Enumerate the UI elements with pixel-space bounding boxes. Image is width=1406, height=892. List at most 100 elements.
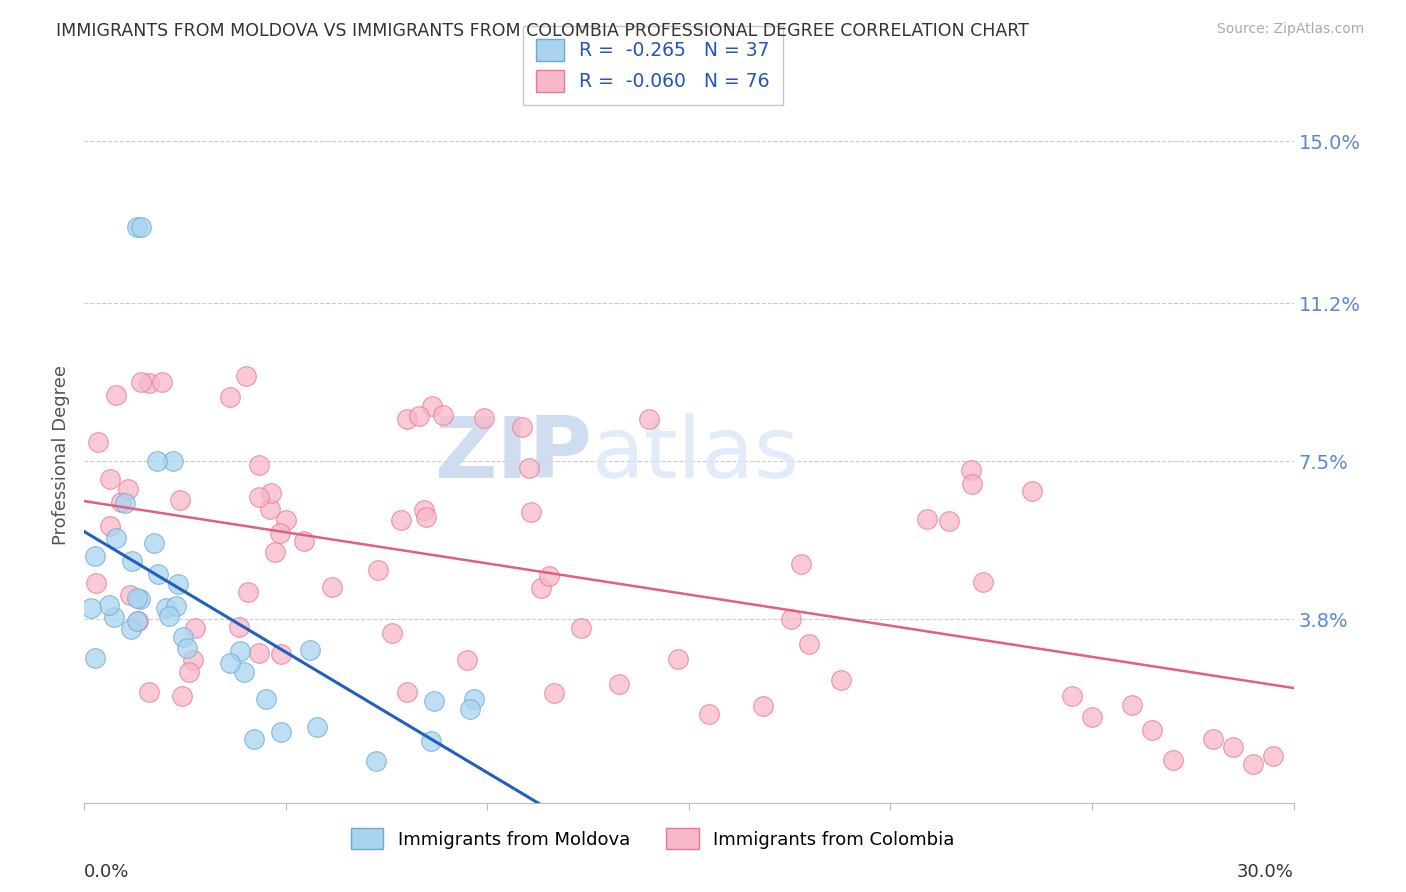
Point xyxy=(247,490,270,504)
Point xyxy=(129,219,152,234)
Point xyxy=(247,646,270,660)
Point xyxy=(1060,689,1083,703)
Text: Source: ZipAtlas.com: Source: ZipAtlas.com xyxy=(1216,22,1364,37)
Point xyxy=(569,621,592,635)
Y-axis label: Professional Degree: Professional Degree xyxy=(52,365,70,545)
Point xyxy=(420,734,443,748)
Point xyxy=(269,525,291,540)
Text: ZIP: ZIP xyxy=(434,413,592,497)
Point xyxy=(797,637,820,651)
Point xyxy=(98,598,121,612)
Point xyxy=(229,644,252,658)
Point xyxy=(242,731,264,746)
Point xyxy=(530,581,553,595)
Point xyxy=(181,652,204,666)
Point xyxy=(666,652,689,666)
Point xyxy=(129,592,152,607)
Point xyxy=(176,640,198,655)
Point xyxy=(100,472,122,486)
Point xyxy=(148,566,170,581)
Point xyxy=(1121,698,1143,712)
Point xyxy=(517,461,540,475)
Point xyxy=(127,614,149,628)
Point xyxy=(219,390,242,404)
Point xyxy=(98,518,121,533)
Point xyxy=(260,486,283,500)
Point xyxy=(972,575,994,590)
Point xyxy=(236,585,259,599)
Point xyxy=(1021,484,1043,499)
Point xyxy=(167,577,190,591)
Point xyxy=(172,630,194,644)
Text: atlas: atlas xyxy=(592,413,800,497)
Point xyxy=(1222,740,1244,755)
Text: 30.0%: 30.0% xyxy=(1237,863,1294,880)
Point xyxy=(637,411,659,425)
Point xyxy=(321,580,343,594)
Point xyxy=(395,411,418,425)
Point xyxy=(519,505,541,519)
Point xyxy=(165,599,187,613)
Point xyxy=(543,686,565,700)
Point xyxy=(367,563,389,577)
Point xyxy=(779,612,801,626)
Point xyxy=(789,557,811,571)
Point xyxy=(938,514,960,528)
Point xyxy=(86,435,108,450)
Point xyxy=(264,545,287,559)
Point xyxy=(125,614,148,628)
Point xyxy=(177,665,200,679)
Point xyxy=(162,454,184,468)
Point xyxy=(458,702,481,716)
Point xyxy=(183,621,205,635)
Point xyxy=(228,620,250,634)
Point xyxy=(270,648,292,662)
Text: IMMIGRANTS FROM MOLDOVA VS IMMIGRANTS FROM COLOMBIA PROFESSIONAL DEGREE CORRELAT: IMMIGRANTS FROM MOLDOVA VS IMMIGRANTS FR… xyxy=(56,22,1029,40)
Point xyxy=(292,534,315,549)
Point xyxy=(472,410,495,425)
Point xyxy=(110,495,132,509)
Point xyxy=(118,588,141,602)
Point xyxy=(463,692,485,706)
Point xyxy=(432,408,454,422)
Point xyxy=(960,463,983,477)
Point xyxy=(830,673,852,688)
Point xyxy=(121,554,143,568)
Legend: Immigrants from Moldova, Immigrants from Colombia: Immigrants from Moldova, Immigrants from… xyxy=(343,822,962,856)
Point xyxy=(420,399,443,413)
Point xyxy=(138,685,160,699)
Point xyxy=(1142,723,1164,738)
Point xyxy=(84,549,107,563)
Point xyxy=(697,707,720,722)
Point xyxy=(83,650,105,665)
Point xyxy=(607,676,630,690)
Point xyxy=(235,368,257,383)
Point xyxy=(138,376,160,390)
Point xyxy=(170,689,193,703)
Point xyxy=(456,653,478,667)
Point xyxy=(537,569,560,583)
Point xyxy=(1202,731,1225,746)
Point xyxy=(254,692,277,706)
Point xyxy=(389,513,412,527)
Point xyxy=(150,375,173,389)
Point xyxy=(381,626,404,640)
Point xyxy=(143,535,166,549)
Point xyxy=(396,684,419,698)
Point xyxy=(103,610,125,624)
Point xyxy=(117,482,139,496)
Point xyxy=(915,511,938,525)
Point xyxy=(298,642,321,657)
Point xyxy=(233,665,256,679)
Point xyxy=(413,503,436,517)
Point xyxy=(125,591,148,606)
Point xyxy=(80,600,103,615)
Point xyxy=(422,694,444,708)
Point xyxy=(274,513,297,527)
Point xyxy=(510,420,533,434)
Point xyxy=(105,531,128,545)
Point xyxy=(129,375,152,389)
Point xyxy=(218,656,240,670)
Point xyxy=(84,576,107,591)
Point xyxy=(1241,757,1264,772)
